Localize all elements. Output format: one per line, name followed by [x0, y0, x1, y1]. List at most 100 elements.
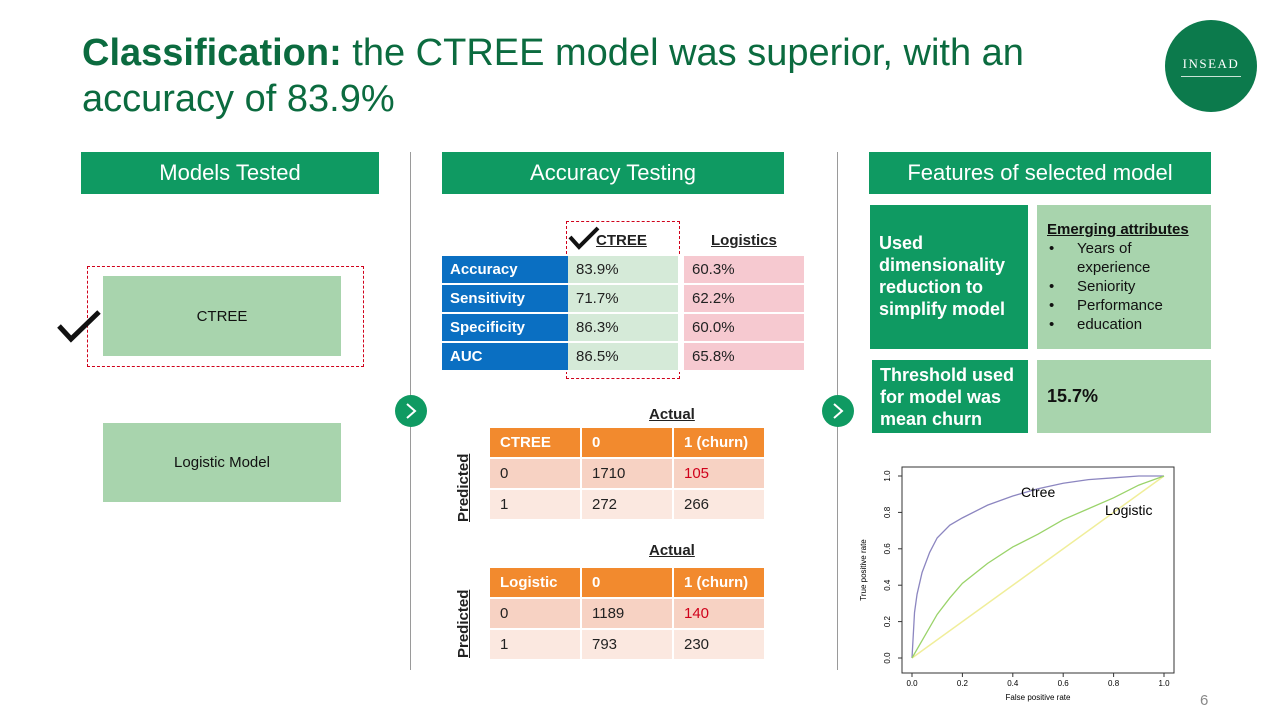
ctree-value: 86.3% — [568, 314, 678, 343]
x-tick-label: 0.8 — [1108, 679, 1120, 688]
features-header: Features of selected model — [869, 152, 1211, 194]
x-tick-label: 0.6 — [1058, 679, 1070, 688]
accuracy-table: Accuracy 83.9% 60.3% Sensitivity 71.7% 6… — [442, 256, 804, 372]
chevron-right-icon[interactable] — [822, 395, 854, 427]
table-row: 1 793 230 — [490, 630, 766, 661]
list-item: education — [1047, 315, 1205, 334]
ctree-value: 71.7% — [568, 285, 678, 314]
x-tick-label: 1.0 — [1158, 679, 1170, 688]
table-cell: 266 — [674, 490, 766, 521]
x-axis-label: False positive rate — [1006, 693, 1071, 702]
x-tick-label: 0.0 — [906, 679, 918, 688]
ctree-value: 86.5% — [568, 343, 678, 372]
ctree-roc-curve — [911, 475, 1164, 659]
cell-gap — [678, 285, 684, 314]
threshold-value-box: 15.7% — [1037, 360, 1211, 433]
table-row: Accuracy 83.9% 60.3% — [442, 256, 804, 285]
slide-title: Classification: the CTREE model was supe… — [82, 30, 1142, 122]
check-icon — [56, 308, 102, 349]
logistic-series-label: Logistic — [1105, 502, 1152, 518]
ctree-confusion-matrix: CTREE 0 1 (churn) 0 1710 105 1 272 266 — [490, 428, 766, 521]
cell-gap — [678, 256, 684, 285]
header-cell: CTREE — [490, 428, 582, 459]
header-cell: 0 — [582, 428, 674, 459]
table-cell: 1 — [490, 490, 582, 521]
header-cell: 0 — [582, 568, 674, 599]
table-row: Sensitivity 71.7% 62.2% — [442, 285, 804, 314]
accuracy-testing-header: Accuracy Testing — [442, 152, 784, 194]
table-row: 1 272 266 — [490, 490, 766, 521]
threshold-value: 15.7% — [1047, 386, 1099, 406]
y-axis-label: True positive rate — [859, 539, 868, 601]
list-item: Seniority — [1047, 277, 1205, 296]
logistics-value: 62.2% — [684, 285, 804, 314]
table-row: Specificity 86.3% 60.0% — [442, 314, 804, 343]
attributes-box: Emerging attributes Years of experience … — [1037, 205, 1211, 349]
diagonal-reference-line — [911, 475, 1165, 659]
y-tick-label: 1.0 — [883, 470, 892, 482]
ctree-model-box: CTREE — [103, 276, 341, 356]
header-cell: Logistic — [490, 568, 582, 599]
logistic-model-box: Logistic Model — [103, 423, 341, 502]
list-item: Performance — [1047, 296, 1205, 315]
logistics-value: 65.8% — [684, 343, 804, 372]
logistics-value: 60.0% — [684, 314, 804, 343]
chevron-right-icon[interactable] — [395, 395, 427, 427]
table-cell: 105 — [674, 459, 766, 490]
ctree-value: 83.9% — [568, 256, 678, 285]
predicted-label: Predicted — [455, 589, 472, 658]
table-cell: 0 — [490, 599, 582, 630]
attributes-list: Years of experience Seniority Performanc… — [1047, 239, 1205, 334]
table-header-row: CTREE 0 1 (churn) — [490, 428, 766, 459]
x-tick-label: 0.2 — [957, 679, 969, 688]
table-cell: 140 — [674, 599, 766, 630]
roc-chart: 0.0 0.2 0.4 0.6 0.8 1.0 0.0 0.2 0.4 0.6 0.8 1.0 Fal… — [859, 466, 1175, 702]
threshold-box: Threshold used for model was mean churn — [872, 360, 1028, 433]
attributes-title: Emerging attributes — [1047, 221, 1189, 238]
row-label: AUC — [442, 343, 568, 372]
table-cell: 1189 — [582, 599, 674, 630]
logo-text: INSEAD — [1182, 55, 1240, 71]
table-cell: 0 — [490, 459, 582, 490]
table-cell: 793 — [582, 630, 674, 661]
ctree-selection-highlight — [87, 266, 364, 367]
table-cell: 1710 — [582, 459, 674, 490]
dimensionality-box: Used dimensionality reduction to simplif… — [870, 205, 1028, 349]
table-cell: 272 — [582, 490, 674, 521]
logistics-value: 60.3% — [684, 256, 804, 285]
list-item: Years of experience — [1047, 239, 1205, 277]
insead-logo: INSEAD — [1165, 20, 1257, 112]
threshold-label: Threshold used for model was mean churn — [880, 365, 1015, 429]
title-bold: Classification: — [82, 32, 342, 74]
y-tick-label: 0.6 — [883, 543, 892, 555]
plot-frame — [901, 466, 1175, 674]
logo-rule — [1181, 75, 1241, 77]
models-tested-header: Models Tested — [81, 152, 379, 194]
predicted-label: Predicted — [455, 453, 472, 522]
cell-gap — [678, 314, 684, 343]
chevron-right-icon-glyph — [406, 403, 417, 419]
logistic-roc-curve — [911, 475, 1165, 659]
actual-label: Actual — [649, 406, 695, 423]
page-number: 6 — [1200, 692, 1209, 709]
table-cell: 1 — [490, 630, 582, 661]
header-cell: 1 (churn) — [674, 568, 766, 599]
y-tick-label: 0.4 — [883, 579, 892, 591]
col-ctree-header: CTREE — [596, 232, 647, 249]
y-tick-label: 0.8 — [883, 506, 892, 518]
dimensionality-text: Used dimensionality reduction to simplif… — [879, 233, 1006, 319]
table-row: AUC 86.5% 65.8% — [442, 343, 804, 372]
roc-curves — [911, 475, 1165, 659]
table-row: 0 1189 140 — [490, 599, 766, 630]
x-tick-label: 0.4 — [1007, 679, 1019, 688]
title-rest: the CTREE model was superior, with an ac… — [82, 32, 1024, 120]
table-row: 0 1710 105 — [490, 459, 766, 490]
table-header-row: Logistic 0 1 (churn) — [490, 568, 766, 599]
col-logistics-header: Logistics — [711, 232, 777, 249]
row-label: Specificity — [442, 314, 568, 343]
actual-label: Actual — [649, 542, 695, 559]
y-tick-label: 0.2 — [883, 615, 892, 627]
header-cell: 1 (churn) — [674, 428, 766, 459]
row-label: Accuracy — [442, 256, 568, 285]
check-icon — [568, 226, 600, 255]
